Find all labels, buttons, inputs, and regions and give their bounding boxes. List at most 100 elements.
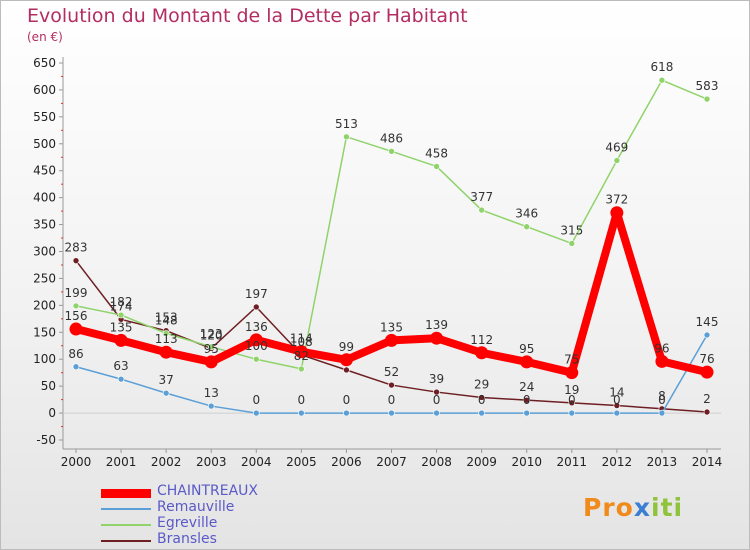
data-label-bransles: 120 (200, 328, 223, 342)
data-label-bransles: 2 (703, 392, 711, 406)
data-point-egreville (478, 206, 485, 214)
data-point-egreville (117, 311, 125, 319)
data-point-egreville (658, 76, 666, 84)
data-point-remauville (72, 363, 80, 371)
data-point-egreville (298, 365, 305, 373)
data-label-chaintreaux: 136 (245, 320, 268, 334)
data-point-egreville (388, 148, 395, 155)
legend-swatch (101, 508, 151, 510)
x-tick-label: 2005 (286, 455, 317, 469)
legend-swatch (101, 540, 151, 542)
data-point-bransles (343, 366, 350, 374)
y-tick-label: 300 (33, 245, 56, 259)
y-tick-label: 550 (33, 110, 56, 124)
data-label-remauville: 0 (478, 393, 486, 407)
data-label-chaintreaux: 135 (380, 320, 403, 334)
data-point-remauville (117, 375, 125, 383)
data-point-chaintreaux (430, 331, 444, 345)
data-label-egreville: 469 (605, 140, 628, 154)
y-tick-label: 400 (33, 191, 56, 205)
logo-letter: i (651, 493, 661, 522)
data-label-remauville: 86 (68, 347, 83, 361)
data-point-chaintreaux (114, 333, 128, 347)
data-label-remauville: 0 (568, 393, 576, 407)
data-point-bransles (523, 396, 531, 404)
data-label-chaintreaux: 372 (605, 193, 628, 207)
data-label-bransles: 8 (658, 389, 666, 403)
data-point-remauville (613, 409, 621, 417)
proxiti-logo: Proxiti (581, 489, 691, 525)
data-label-egreville: 123 (200, 327, 223, 341)
data-label-chaintreaux: 139 (425, 318, 448, 332)
y-tick-label: 200 (33, 298, 56, 312)
x-tick-label: 2013 (647, 455, 678, 469)
x-tick-label: 2008 (421, 455, 452, 469)
data-label-chaintreaux: 135 (110, 320, 133, 334)
unit-label: (en €) (27, 30, 63, 44)
data-point-chaintreaux (610, 206, 624, 220)
y-tick-label: 250 (33, 271, 56, 285)
data-label-egreville: 583 (696, 79, 719, 93)
data-point-chaintreaux (159, 345, 173, 359)
data-point-remauville (433, 409, 440, 417)
legend-label: Remauville (157, 499, 235, 515)
data-point-chaintreaux (655, 354, 669, 368)
data-point-egreville (613, 157, 621, 164)
legend-label: Egreville (157, 515, 218, 531)
y-tick-label: 650 (33, 56, 56, 70)
data-label-chaintreaux: 113 (155, 332, 178, 346)
data-label-egreville: 182 (110, 295, 133, 309)
data-point-chaintreaux (475, 346, 489, 360)
data-label-chaintreaux: 95 (204, 342, 219, 356)
data-point-remauville (478, 409, 485, 417)
x-tick-label: 2003 (196, 455, 227, 469)
data-point-bransles (252, 303, 260, 311)
data-point-egreville (703, 95, 711, 103)
data-label-remauville: 37 (159, 373, 174, 387)
x-tick-label: 2004 (241, 455, 272, 469)
data-label-remauville: 63 (113, 359, 128, 373)
data-point-egreville (162, 330, 170, 337)
data-point-chaintreaux (294, 345, 308, 359)
data-label-egreville: 100 (245, 339, 268, 353)
logo-letter: x (634, 493, 651, 522)
logo-letter: t (661, 493, 674, 522)
legend-label: CHAINTREAUX (157, 483, 259, 499)
logo-letter: P (583, 493, 602, 522)
data-point-remauville (388, 409, 395, 417)
data-label-egreville: 618 (650, 60, 673, 74)
logo-letter: i (674, 493, 684, 522)
data-point-remauville (703, 331, 711, 339)
data-label-bransles: 197 (245, 287, 268, 301)
legend-label: Bransles (157, 531, 217, 547)
data-label-chaintreaux: 95 (519, 342, 534, 356)
data-label-bransles: 174 (110, 299, 133, 313)
data-label-egreville: 458 (425, 146, 448, 160)
data-label-chaintreaux: 114 (290, 332, 313, 346)
y-tick-label: 500 (33, 137, 56, 151)
data-label-egreville: 82 (294, 349, 309, 363)
data-point-egreville (568, 240, 576, 247)
data-label-remauville: 0 (298, 393, 306, 407)
data-label-bransles: 39 (429, 372, 444, 386)
data-point-bransles (613, 402, 621, 409)
data-point-chaintreaux (204, 355, 218, 369)
logo-letter: r (602, 493, 615, 522)
x-tick-label: 2010 (511, 455, 542, 469)
y-tick-label: 350 (33, 218, 56, 232)
x-tick-label: 2012 (602, 455, 633, 469)
data-point-bransles (478, 394, 485, 401)
data-point-chaintreaux (520, 355, 534, 369)
data-point-remauville (568, 409, 576, 417)
data-point-remauville (298, 409, 305, 417)
data-label-egreville: 148 (155, 313, 178, 327)
data-label-remauville: 145 (696, 315, 719, 329)
data-label-chaintreaux: 156 (65, 309, 88, 323)
data-label-remauville: 13 (204, 386, 219, 400)
x-tick-label: 2001 (106, 455, 137, 469)
data-label-remauville: 0 (433, 393, 441, 407)
data-label-remauville: 0 (658, 393, 666, 407)
data-label-remauville: 0 (388, 393, 396, 407)
